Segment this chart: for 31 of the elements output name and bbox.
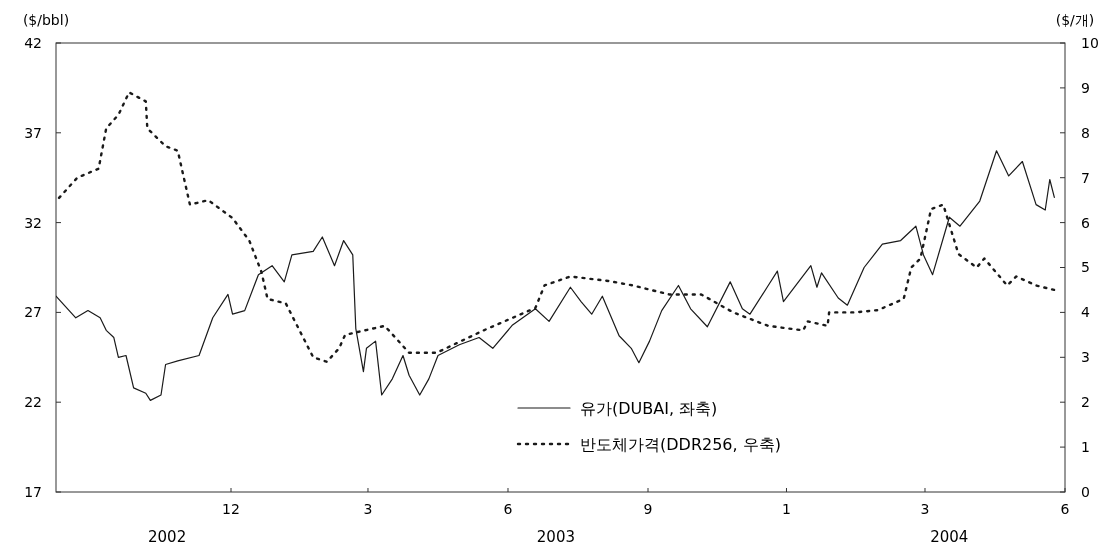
x-tick-label: 12 bbox=[222, 501, 240, 517]
x-tick-label: 3 bbox=[363, 501, 373, 517]
y2-tick-label: 4 bbox=[1081, 304, 1090, 321]
y-tick-label: 17 bbox=[24, 483, 42, 500]
y2-tick-label: 6 bbox=[1081, 214, 1090, 231]
y-tick-label: 32 bbox=[24, 214, 42, 231]
y-tick-label: 27 bbox=[24, 304, 42, 321]
legend-label: 반도체가격(DDR256, 우축) bbox=[580, 434, 781, 454]
y2-axis-title: ($/개) bbox=[1055, 12, 1095, 28]
y2-tick-label: 2 bbox=[1081, 394, 1090, 411]
text: 2002 bbox=[148, 528, 187, 546]
legend-label: 유가(DUBAI, 좌축) bbox=[580, 398, 718, 418]
y2-tick-label: 8 bbox=[1081, 124, 1090, 141]
x-tick-label: 6 bbox=[1060, 501, 1070, 517]
text: 2003 bbox=[536, 528, 576, 546]
y-tick-label: 42 bbox=[24, 34, 42, 51]
y2-tick-label: 3 bbox=[1081, 349, 1090, 366]
y-tick-label: 37 bbox=[24, 124, 42, 141]
y-axis-title: ($/bbl) bbox=[22, 12, 70, 28]
x-tick-label: 9 bbox=[643, 501, 653, 517]
y2-tick-label: 0 bbox=[1081, 483, 1090, 500]
y2-tick-label: 1 bbox=[1081, 439, 1090, 455]
x-tick-label: 1 bbox=[782, 501, 791, 517]
y2-tick-label: 7 bbox=[1081, 169, 1090, 186]
y2-tick-label: 9 bbox=[1081, 79, 1090, 96]
y-tick-label: 22 bbox=[24, 394, 42, 411]
x-tick-label: 3 bbox=[920, 501, 930, 517]
text: 2004 bbox=[930, 528, 969, 546]
x-tick-label: 6 bbox=[503, 501, 513, 517]
y2-tick-label: 5 bbox=[1081, 259, 1090, 276]
y2-tick-label: 10 bbox=[1081, 34, 1099, 51]
